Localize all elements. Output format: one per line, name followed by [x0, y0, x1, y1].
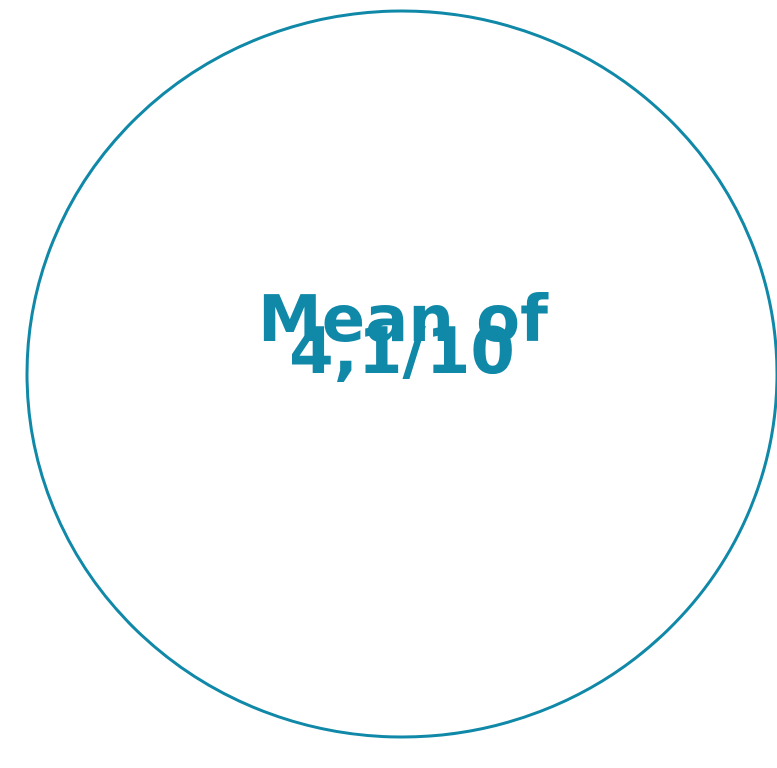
score-line: 4,1/10	[289, 315, 515, 389]
title-line: Mean of	[258, 283, 549, 357]
circle-outline	[25, 9, 777, 739]
